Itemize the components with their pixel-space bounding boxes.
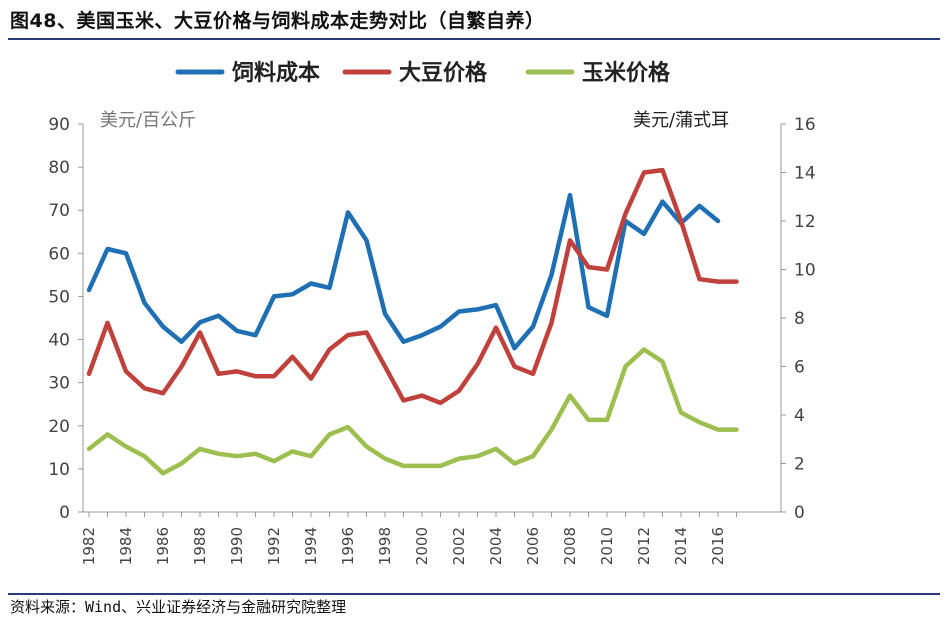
y-right-axis-label: 美元/蒲式耳	[633, 110, 729, 131]
y-left-tick-label: 50	[48, 287, 70, 307]
figure-title: 图48、美国玉米、大豆价格与饲料成本走势对比（自繁自养）	[10, 10, 545, 32]
x-tick-label: 1988	[191, 527, 209, 565]
y-right-tick-label: 10	[794, 261, 816, 281]
y-right-tick-label: 6	[794, 358, 805, 378]
series-line	[86, 167, 739, 406]
x-tick-label: 1986	[154, 527, 172, 565]
y-left-tick-label: 80	[48, 158, 70, 178]
x-tick-label: 2000	[413, 527, 431, 565]
source-rule	[8, 593, 940, 595]
y-left-tick-label: 10	[48, 460, 70, 480]
y-right-tick-label: 16	[794, 115, 816, 135]
x-tick-label: 1990	[228, 527, 246, 565]
legend: 饲料成本 大豆价格 玉米价格	[175, 60, 671, 86]
x-tick-label: 2016	[709, 527, 727, 565]
x-tick-label: 1998	[376, 527, 394, 565]
title-rule	[8, 38, 940, 40]
series-line	[86, 192, 721, 351]
legend-label: 饲料成本	[231, 60, 320, 86]
x-tick-label: 2008	[561, 527, 579, 565]
y-left-tick-label: 30	[48, 374, 70, 394]
y-left-tick-label: 60	[48, 244, 70, 264]
legend-label: 玉米价格	[582, 60, 671, 86]
x-tick-label: 2006	[524, 527, 542, 565]
x-tick-label: 2014	[672, 527, 690, 565]
series-line	[86, 347, 739, 476]
y-right-tick-label: 12	[794, 212, 816, 232]
y-left-axis-label: 美元/百公斤	[100, 110, 196, 131]
y-right-tick-label: 0	[794, 503, 805, 523]
x-tick-label: 2010	[598, 527, 616, 565]
y-left-tick-label: 40	[48, 331, 70, 351]
x-tick-label: 1996	[339, 527, 357, 565]
y-left-tick-label: 20	[48, 417, 70, 437]
legend-label: 大豆价格	[399, 60, 488, 86]
y-left-tick-label: 90	[48, 115, 70, 135]
x-tick-label: 1994	[302, 527, 320, 565]
x-tick-label: 2012	[635, 527, 653, 565]
x-tick-label: 2002	[450, 527, 468, 565]
y-left-tick-label: 0	[59, 503, 70, 523]
y-right-tick-label: 8	[794, 309, 805, 329]
y-right-tick-label: 4	[794, 406, 805, 426]
y-right-tick-label: 14	[794, 164, 816, 184]
x-tick-label: 1982	[80, 527, 98, 565]
x-tick-label: 1984	[117, 527, 135, 565]
y-right-tick-label: 2	[794, 455, 805, 475]
y-left-tick-label: 70	[48, 201, 70, 221]
source-note: 资料来源：Wind、兴业证券经济与金融研究院整理	[10, 598, 347, 616]
x-tick-label: 1992	[265, 527, 283, 565]
axes: 0 10 20 30 40 50 60 70 80 90 0 2 4 6 8 10 12 14 16 1982 1984…	[48, 115, 815, 565]
series-lines	[86, 167, 739, 476]
x-tick-label: 2004	[487, 527, 505, 565]
chart: 饲料成本 大豆价格 玉米价格 美元/百公斤 美元/蒲式耳 0102030405060…	[48, 60, 815, 565]
